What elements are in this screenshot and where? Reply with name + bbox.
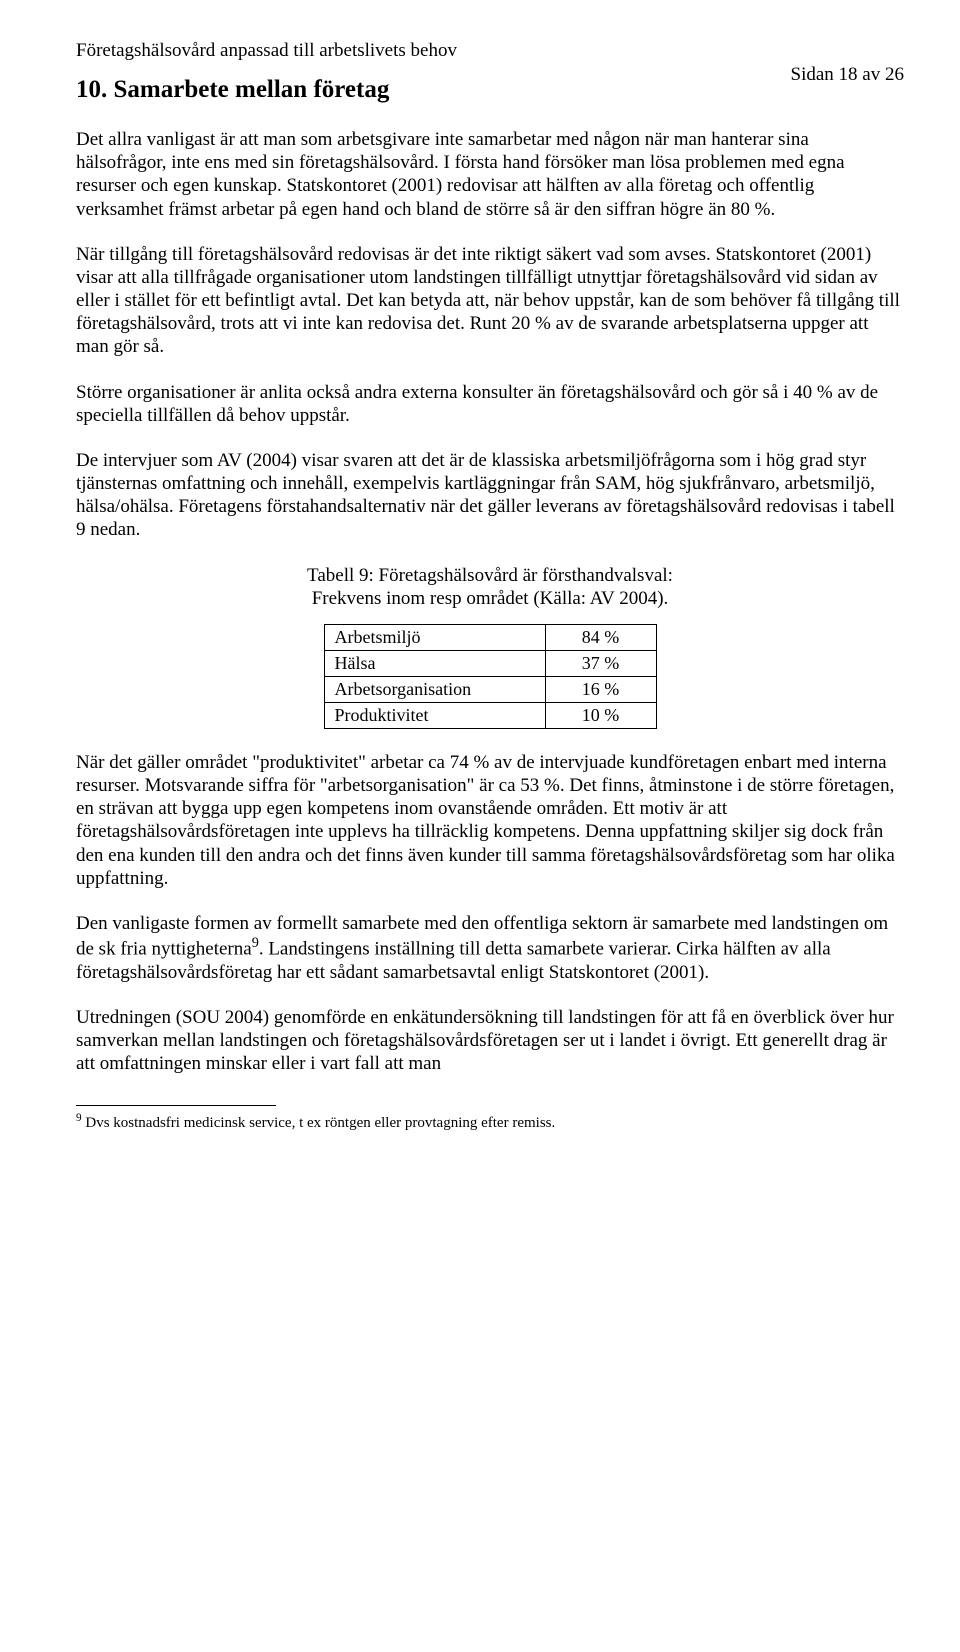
table-cell-label: Arbetsmiljö xyxy=(324,624,545,650)
document-page: Företagshälsovård anpassad till arbetsli… xyxy=(0,0,960,1652)
table-caption-line: Frekvens inom resp området (Källa: AV 20… xyxy=(312,588,669,609)
body-paragraph: När det gäller området "produktivitet" a… xyxy=(76,751,904,890)
table-cell-value: 10 % xyxy=(545,702,656,728)
table-row: Hälsa 37 % xyxy=(324,650,656,676)
table-cell-value: 37 % xyxy=(545,650,656,676)
table-row: Arbetsmiljö 84 % xyxy=(324,624,656,650)
body-paragraph: Den vanligaste formen av formellt samarb… xyxy=(76,912,904,984)
table-caption: Tabell 9: Företagshälsovård är försthand… xyxy=(76,564,904,610)
table-cell-label: Produktivitet xyxy=(324,702,545,728)
footnote-separator xyxy=(76,1105,276,1106)
table-row: Produktivitet 10 % xyxy=(324,702,656,728)
table-cell-label: Arbetsorganisation xyxy=(324,676,545,702)
section-number: 10. xyxy=(76,76,107,103)
footnote-reference: 9 xyxy=(252,935,259,951)
page-number: Sidan 18 av 26 xyxy=(791,64,904,86)
section-heading: 10. Samarbete mellan företag xyxy=(76,76,904,104)
table-caption-line: Tabell 9: Företagshälsovård är försthand… xyxy=(307,565,673,586)
body-paragraph: Större organisationer är anlita också an… xyxy=(76,381,904,427)
body-paragraph: Utredningen (SOU 2004) genomförde en enk… xyxy=(76,1006,904,1076)
table-cell-value: 16 % xyxy=(545,676,656,702)
section-title-text: Samarbete mellan företag xyxy=(114,76,390,103)
table-cell-value: 84 % xyxy=(545,624,656,650)
table-cell-label: Hälsa xyxy=(324,650,545,676)
frequency-table: Arbetsmiljö 84 % Hälsa 37 % Arbetsorgani… xyxy=(324,624,657,729)
footnote: 9 Dvs kostnadsfri medicinsk service, t e… xyxy=(76,1112,904,1132)
body-paragraph: De intervjuer som AV (2004) visar svaren… xyxy=(76,449,904,542)
body-paragraph: Det allra vanligast är att man som arbet… xyxy=(76,128,904,221)
table-row: Arbetsorganisation 16 % xyxy=(324,676,656,702)
body-paragraph: När tillgång till företagshälsovård redo… xyxy=(76,243,904,359)
running-title: Företagshälsovård anpassad till arbetsli… xyxy=(76,40,904,62)
table-wrapper: Arbetsmiljö 84 % Hälsa 37 % Arbetsorgani… xyxy=(76,624,904,729)
footnote-text: Dvs kostnadsfri medicinsk service, t ex … xyxy=(82,1115,556,1131)
